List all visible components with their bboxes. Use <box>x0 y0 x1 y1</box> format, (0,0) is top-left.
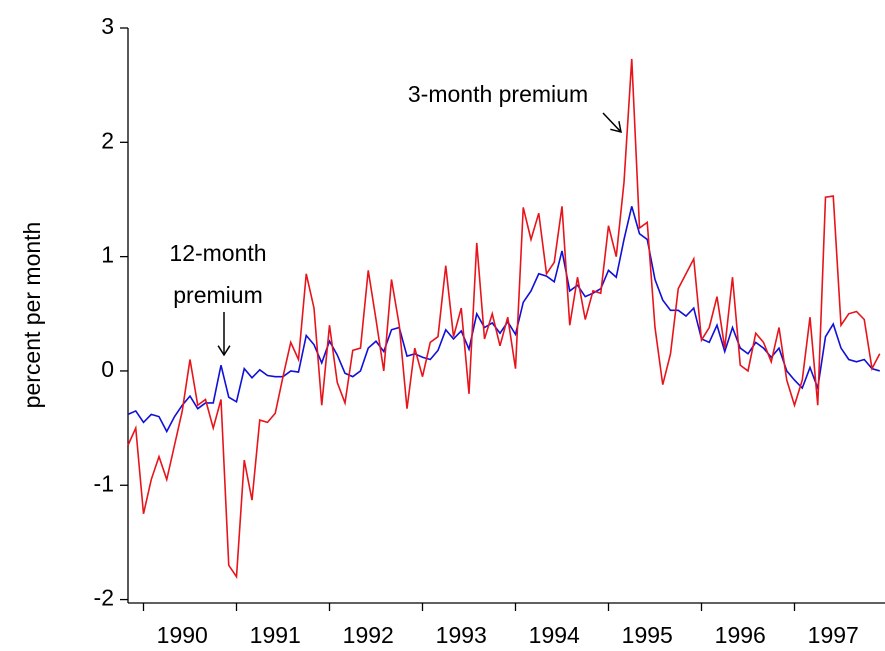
annotation: 12-month <box>169 240 266 266</box>
y-tick-label: 1 <box>101 242 114 268</box>
x-tick-label: 1993 <box>436 622 487 648</box>
series-line <box>127 206 880 434</box>
x-tick-label: 1995 <box>622 622 673 648</box>
y-tick-label: 3 <box>101 13 114 39</box>
y-tick-label: 2 <box>101 127 114 153</box>
x-tick-label: 1996 <box>715 622 766 648</box>
x-tick-label: 1990 <box>157 622 208 648</box>
series-line <box>127 58 881 580</box>
x-tick-label: 1992 <box>343 622 394 648</box>
x-tick-label: 1991 <box>250 622 301 648</box>
y-tick-label: 0 <box>101 356 114 382</box>
y-tick-label: -1 <box>94 470 114 496</box>
annotation-arrowhead <box>217 345 231 357</box>
y-axis-label: percent per month <box>19 222 45 409</box>
y-tick-label: -2 <box>94 585 114 611</box>
x-tick-label: 1997 <box>808 622 859 648</box>
annotation: premium <box>173 282 262 308</box>
x-tick-label: 1994 <box>529 622 580 648</box>
annotation-arrow <box>602 112 622 133</box>
annotation: 3-month premium <box>408 81 588 107</box>
annotation-arrowhead <box>610 121 622 134</box>
